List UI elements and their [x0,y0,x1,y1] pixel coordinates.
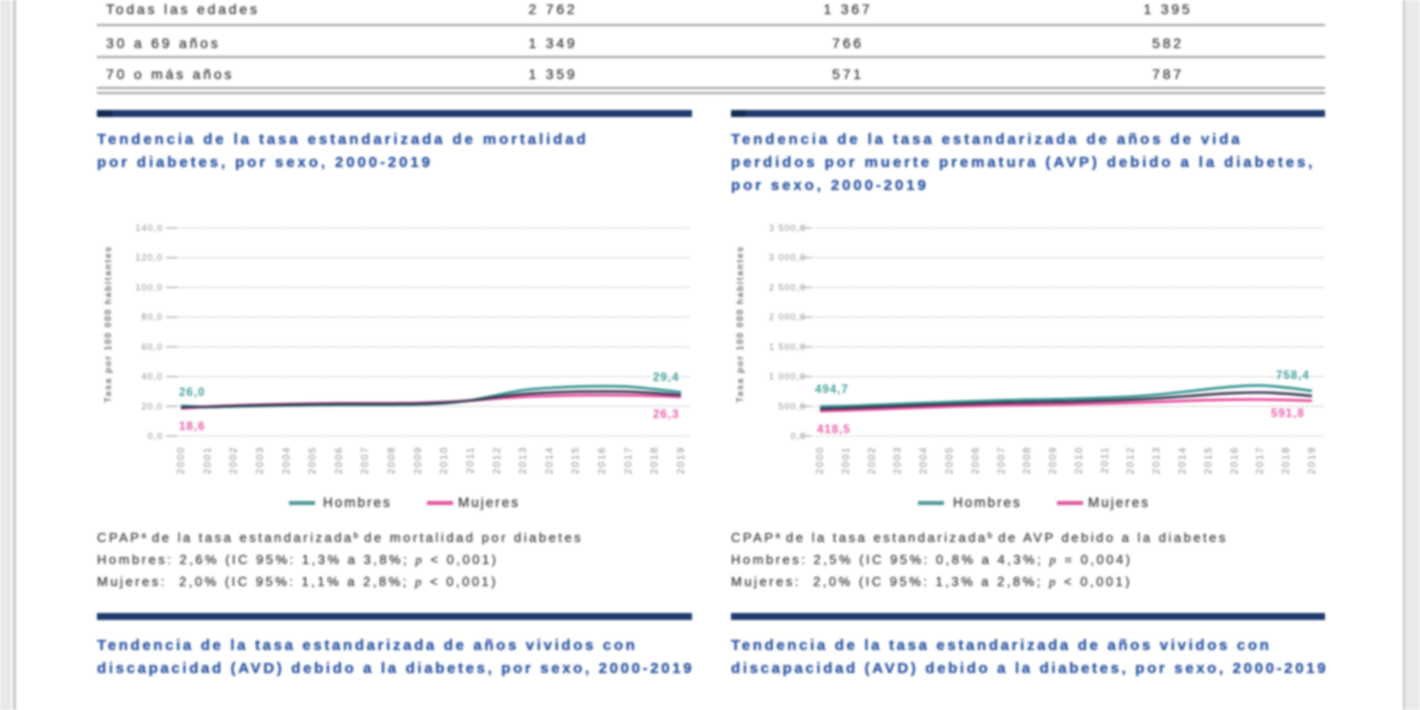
svg-text:2015: 2015 [571,446,582,474]
svg-text:2009: 2009 [1048,446,1059,474]
svg-text:2011: 2011 [1100,446,1111,474]
svg-text:140,0: 140,0 [135,223,163,233]
svg-text:2004: 2004 [281,446,292,474]
svg-text:2008: 2008 [387,446,398,474]
svg-text:418,5: 418,5 [817,424,851,436]
svg-text:120,0: 120,0 [135,253,163,263]
svg-text:2019: 2019 [676,446,687,474]
svg-text:2001: 2001 [841,446,852,474]
svg-text:758,4: 758,4 [1276,370,1310,382]
svg-text:1 500,0: 1 500,0 [769,342,806,352]
svg-text:2018: 2018 [650,446,661,474]
svg-text:2013: 2013 [1152,446,1163,474]
svg-text:2017: 2017 [1255,446,1266,474]
svg-text:60,0: 60,0 [141,342,163,352]
svg-text:2014: 2014 [1178,446,1189,474]
svg-text:0,0: 0,0 [790,431,806,441]
svg-text:0,0: 0,0 [147,431,163,441]
svg-text:2008: 2008 [1022,446,1033,474]
svg-text:18,6: 18,6 [179,421,205,433]
svg-text:20,0: 20,0 [141,401,163,411]
svg-text:1 000,0: 1 000,0 [769,372,806,382]
svg-text:2006: 2006 [334,446,345,474]
svg-text:494,7: 494,7 [815,384,849,396]
svg-text:2015: 2015 [1203,446,1214,474]
svg-text:2014: 2014 [544,446,555,474]
svg-text:2 500,0: 2 500,0 [769,282,806,292]
svg-text:Tasa por 100 000 habitantes: Tasa por 100 000 habitantes [735,245,745,402]
svg-text:2017: 2017 [623,446,634,474]
svg-text:2002: 2002 [867,446,878,474]
svg-text:2003: 2003 [893,446,904,474]
svg-text:2 000,0: 2 000,0 [769,312,806,322]
svg-text:Tasa por 100 000 habitantes: Tasa por 100 000 habitantes [103,245,113,402]
svg-text:2012: 2012 [1126,446,1137,474]
svg-text:591,8: 591,8 [1271,408,1305,420]
svg-text:100,0: 100,0 [135,282,163,292]
svg-text:2004: 2004 [919,446,930,474]
svg-text:29,4: 29,4 [653,372,679,384]
svg-text:500,0: 500,0 [778,401,806,411]
svg-text:2001: 2001 [202,446,213,474]
svg-text:2007: 2007 [360,446,371,474]
svg-text:2010: 2010 [1074,446,1085,474]
svg-text:2010: 2010 [439,446,450,474]
svg-text:3 500,0: 3 500,0 [769,223,806,233]
svg-text:2011: 2011 [466,446,477,474]
svg-text:2013: 2013 [518,446,529,474]
svg-text:2000: 2000 [815,446,826,474]
svg-text:2006: 2006 [970,446,981,474]
svg-text:26,0: 26,0 [179,387,205,399]
svg-text:2005: 2005 [945,446,956,474]
svg-text:2018: 2018 [1281,446,1292,474]
svg-text:2016: 2016 [1229,446,1240,474]
svg-text:2019: 2019 [1307,446,1318,474]
svg-text:80,0: 80,0 [141,312,163,322]
svg-text:2007: 2007 [996,446,1007,474]
svg-text:3 000,0: 3 000,0 [769,253,806,263]
svg-text:2002: 2002 [229,446,240,474]
svg-text:2012: 2012 [492,446,503,474]
svg-text:2005: 2005 [308,446,319,474]
svg-text:26,3: 26,3 [653,409,679,421]
svg-text:2016: 2016 [597,446,608,474]
svg-text:40,0: 40,0 [141,372,163,382]
svg-text:2003: 2003 [255,446,266,474]
svg-text:2009: 2009 [413,446,424,474]
svg-text:2000: 2000 [176,446,187,474]
